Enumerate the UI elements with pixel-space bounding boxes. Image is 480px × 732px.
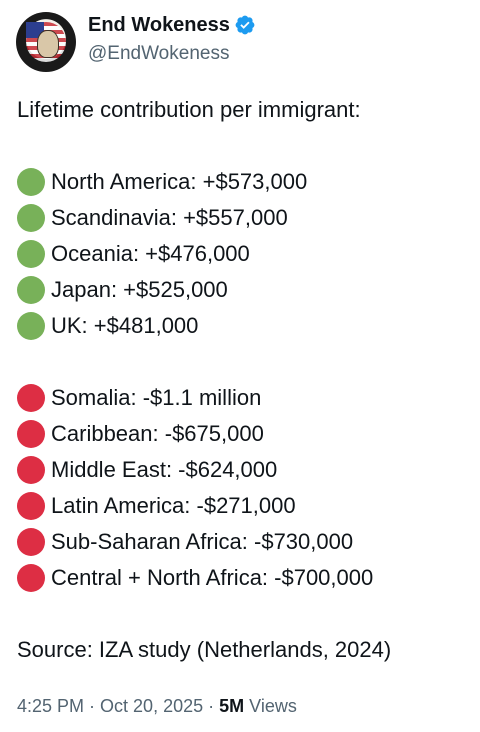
list-item-text: Sub-Saharan Africa: -$730,000: [51, 529, 354, 554]
display-name[interactable]: End Wokeness: [88, 14, 230, 36]
list-item-text: Scandinavia: +$557,000: [51, 205, 288, 230]
blank-line: [17, 344, 473, 380]
red-circle-icon: [17, 420, 45, 448]
tweet-time[interactable]: 4:25 PM: [17, 696, 85, 716]
green-circle-icon: [17, 204, 45, 232]
blank-line: [17, 128, 473, 164]
red-circle-icon: [17, 528, 45, 556]
list-item-text: Central + North Africa: -$700,000: [51, 565, 374, 590]
list-item: Scandinavia: +$557,000: [17, 200, 473, 236]
tweet-header: End Wokeness @EndWokeness: [16, 12, 256, 72]
list-item-text: Middle East: -$624,000: [51, 457, 278, 482]
list-item: Central + North Africa: -$700,000: [17, 560, 473, 596]
list-item-text: Japan: +$525,000: [51, 277, 228, 302]
red-circle-icon: [17, 492, 45, 520]
green-circle-icon: [17, 168, 45, 196]
author-names: End Wokeness @EndWokeness: [88, 13, 256, 65]
tweet-text: Lifetime contribution per immigrant: Nor…: [17, 92, 473, 668]
views-label: Views: [249, 696, 297, 716]
list-item: Sub-Saharan Africa: -$730,000: [17, 524, 473, 560]
avatar-face: [37, 30, 59, 58]
blank-line: [17, 596, 473, 632]
list-item: North America: +$573,000: [17, 164, 473, 200]
list-item-text: UK: +$481,000: [51, 313, 199, 338]
tweet-date[interactable]: Oct 20, 2025: [100, 696, 204, 716]
list-item-text: North America: +$573,000: [51, 169, 308, 194]
green-circle-icon: [17, 312, 45, 340]
verified-badge-icon[interactable]: [234, 14, 256, 36]
tweet-metadata: 4:25 PM · Oct 20, 2025 · 5M Views: [17, 692, 297, 720]
green-circle-icon: [17, 276, 45, 304]
list-item-text: Oceania: +$476,000: [51, 241, 250, 266]
views-count: 5M: [219, 696, 245, 716]
list-item: Middle East: -$624,000: [17, 452, 473, 488]
meta-separator: ·: [203, 696, 220, 716]
author-handle[interactable]: @EndWokeness: [88, 43, 230, 64]
red-circle-icon: [17, 456, 45, 484]
list-item-text: Caribbean: -$675,000: [51, 421, 264, 446]
list-item: Caribbean: -$675,000: [17, 416, 473, 452]
green-circle-icon: [17, 240, 45, 268]
red-circle-icon: [17, 384, 45, 412]
list-item: UK: +$481,000: [17, 308, 473, 344]
list-item: Oceania: +$476,000: [17, 236, 473, 272]
list-item: Latin America: -$271,000: [17, 488, 473, 524]
list-item-text: Latin America: -$271,000: [51, 493, 296, 518]
display-name-row: End Wokeness: [88, 13, 256, 37]
list-item: Somalia: -$1.1 million: [17, 380, 473, 416]
meta-separator: ·: [84, 696, 101, 716]
tweet-source: Source: IZA study (Netherlands, 2024): [17, 637, 392, 662]
list-item: Japan: +$525,000: [17, 272, 473, 308]
list-item-text: Somalia: -$1.1 million: [51, 385, 262, 410]
red-circle-icon: [17, 564, 45, 592]
avatar[interactable]: [16, 12, 76, 72]
tweet-intro: Lifetime contribution per immigrant:: [17, 97, 361, 122]
